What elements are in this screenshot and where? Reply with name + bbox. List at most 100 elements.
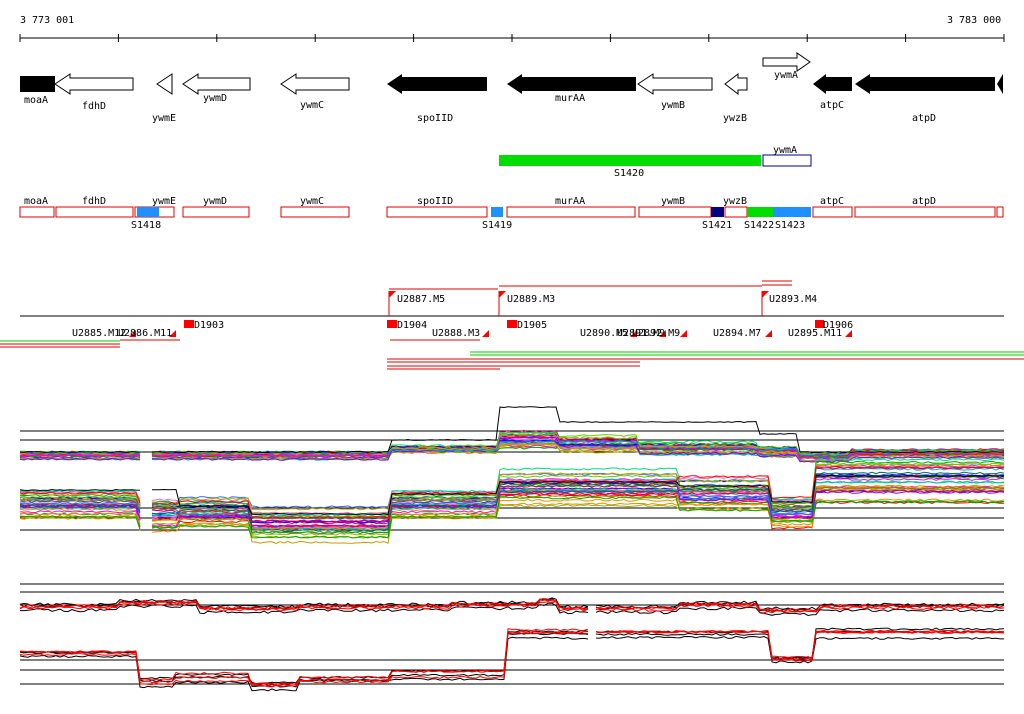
gene-label-murAA: murAA <box>555 93 585 104</box>
gene-ywmB[interactable]: ywmB <box>637 73 713 111</box>
transcript-track: S1420 ywmA <box>499 145 812 179</box>
expression-trace <box>19 436 1005 464</box>
annotation-box-atpD[interactable] <box>854 206 996 218</box>
annotation-label-ywzB: ywzB <box>723 196 747 207</box>
segment-S1423[interactable] <box>773 207 811 217</box>
expression-trace <box>19 471 1005 532</box>
marker-D1904[interactable]: D1904 <box>387 320 427 331</box>
expression-trace <box>19 629 1005 688</box>
transcript-label-S1420: S1420 <box>614 168 644 179</box>
annotation-label-atpD: atpD <box>912 196 936 207</box>
gene-murAA[interactable]: murAA <box>507 74 636 104</box>
segment-label-S1418: S1418 <box>131 220 161 231</box>
segment-label-S1421: S1421 <box>702 220 732 231</box>
marker-label: U2892.M9 <box>632 328 680 339</box>
segment-label-S1422: S1422 <box>744 220 774 231</box>
marker-label: D1906 <box>823 320 853 331</box>
marker-label: U2885.M12 <box>72 328 126 339</box>
expression-trace <box>19 629 1005 688</box>
segment-S1419[interactable] <box>491 207 503 217</box>
annotation-track: moaA fdhD ywmE ywmD ywmC spoIID murAA yw… <box>19 196 1004 231</box>
annotation-box-ywmB[interactable] <box>638 206 712 218</box>
annotation-label-ywmD: ywmD <box>203 196 227 207</box>
marker-track: U2887.M5 U2889.M3 U2893.M4 U2885.M12 U28… <box>0 280 1024 370</box>
marker-U2894.M7[interactable]: U2894.M7 <box>713 328 772 339</box>
gene-fdhD[interactable]: fdhD <box>54 73 134 112</box>
ruler-ticks <box>19 34 1005 42</box>
gene-ywmD[interactable]: ywmD <box>182 73 251 104</box>
ruler-end-label: 3 783 000 <box>947 15 1001 26</box>
segment-S1418[interactable] <box>137 207 159 217</box>
gene-label-ywmB: ywmB <box>661 100 685 111</box>
gene-label-ywmD: ywmD <box>203 93 227 104</box>
annotation-label-ywmC: ywmC <box>300 196 324 207</box>
marker-label: U2895.M11 <box>788 328 842 339</box>
marker-U2885.M12[interactable]: U2885.M12 <box>72 328 136 339</box>
gene-ywmA[interactable]: ywmA <box>762 52 811 81</box>
annotation-label-spoIID: spoIID <box>417 196 453 207</box>
annotation-box-ywmC[interactable] <box>280 206 350 218</box>
gene-moaA[interactable]: moaA <box>20 76 55 106</box>
annotation-label-murAA: murAA <box>555 196 585 207</box>
transcript-S1420[interactable] <box>499 155 761 166</box>
marker-U2892.M9[interactable]: U2892.M9 <box>632 328 687 339</box>
expression-panel-selected-conditions <box>19 583 1005 692</box>
segment-label-S1423: S1423 <box>775 220 805 231</box>
gene-label-moaA: moaA <box>24 95 48 106</box>
marker-U2889.M3[interactable]: U2889.M3 <box>498 291 555 316</box>
annotation-box-spoIID[interactable] <box>386 206 488 218</box>
annotation-box-moaA[interactable] <box>19 206 55 218</box>
marker-U2888.M3[interactable]: U2888.M3 <box>432 328 489 339</box>
marker-U2895.M11[interactable]: U2895.M11 <box>788 328 852 339</box>
expression-trace <box>19 485 1005 530</box>
segment-S1422[interactable] <box>747 207 773 217</box>
expression-trace <box>19 627 1005 685</box>
marker-D1903[interactable]: D1903 <box>184 320 224 331</box>
transcript-ywmA[interactable] <box>762 154 812 167</box>
annotation-box-murAA[interactable] <box>506 206 636 218</box>
expression-trace <box>19 465 1005 519</box>
marker-U2893.M4[interactable]: U2893.M4 <box>761 291 817 316</box>
marker-label: U2887.M5 <box>397 294 445 305</box>
gene-atpD[interactable]: atpD <box>855 74 1003 124</box>
gene-ywmC[interactable]: ywmC <box>280 73 350 111</box>
marker-U2890.M5[interactable]: U2890.M5 <box>580 328 637 339</box>
transcript-label-ywmA: ywmA <box>773 145 797 156</box>
marker-U2891.M9[interactable]: U2891.M9 <box>617 328 666 339</box>
marker-D1906[interactable]: D1906 <box>815 320 853 331</box>
gene-label-ywmE: ywmE <box>152 113 176 124</box>
marker-label: D1904 <box>397 320 427 331</box>
marker-label: U2886.M11 <box>118 328 172 339</box>
segment-S1421[interactable] <box>711 207 724 217</box>
gene-spoIID[interactable]: spoIID <box>387 74 487 124</box>
annotation-label-ywmE: ywmE <box>152 196 176 207</box>
gene-ywzB[interactable]: ywzB <box>723 72 748 124</box>
gene-label-ywmA: ywmA <box>774 70 798 81</box>
marker-D1905[interactable]: D1905 <box>507 320 547 331</box>
gene-label-ywzB: ywzB <box>723 113 747 124</box>
expression-trace <box>20 602 1005 617</box>
ruler-start-label: 3 773 001 <box>20 15 74 26</box>
gene-label-atpD: atpD <box>912 113 936 124</box>
expression-trace <box>19 496 1005 539</box>
gene-ywmE[interactable]: ywmE <box>152 73 176 124</box>
expression-traces <box>19 406 1005 545</box>
marker-label: D1903 <box>194 320 224 331</box>
marker-label: U2888.M3 <box>432 328 480 339</box>
annotation-box-fdhD[interactable] <box>55 206 134 218</box>
annotation-box-ywzB[interactable] <box>724 206 748 218</box>
expression-trace <box>19 474 1005 516</box>
annotation-box-ywmD[interactable] <box>182 206 250 218</box>
marker-U2887.M5[interactable]: U2887.M5 <box>388 291 445 316</box>
gene-label-atpC: atpC <box>820 100 844 111</box>
expression-traces <box>19 597 1005 692</box>
segment-label-S1419: S1419 <box>482 220 512 231</box>
annotation-label-moaA: moaA <box>24 196 48 207</box>
marker-U2886.M11[interactable]: U2886.M11 <box>118 328 176 339</box>
gene-atpC[interactable]: atpC <box>813 74 852 111</box>
annotation-box-atpC[interactable] <box>812 206 853 218</box>
expression-panel-many-conditions <box>19 406 1005 545</box>
annotation-label-atpC: atpC <box>820 196 844 207</box>
marker-label: U2889.M3 <box>507 294 555 305</box>
